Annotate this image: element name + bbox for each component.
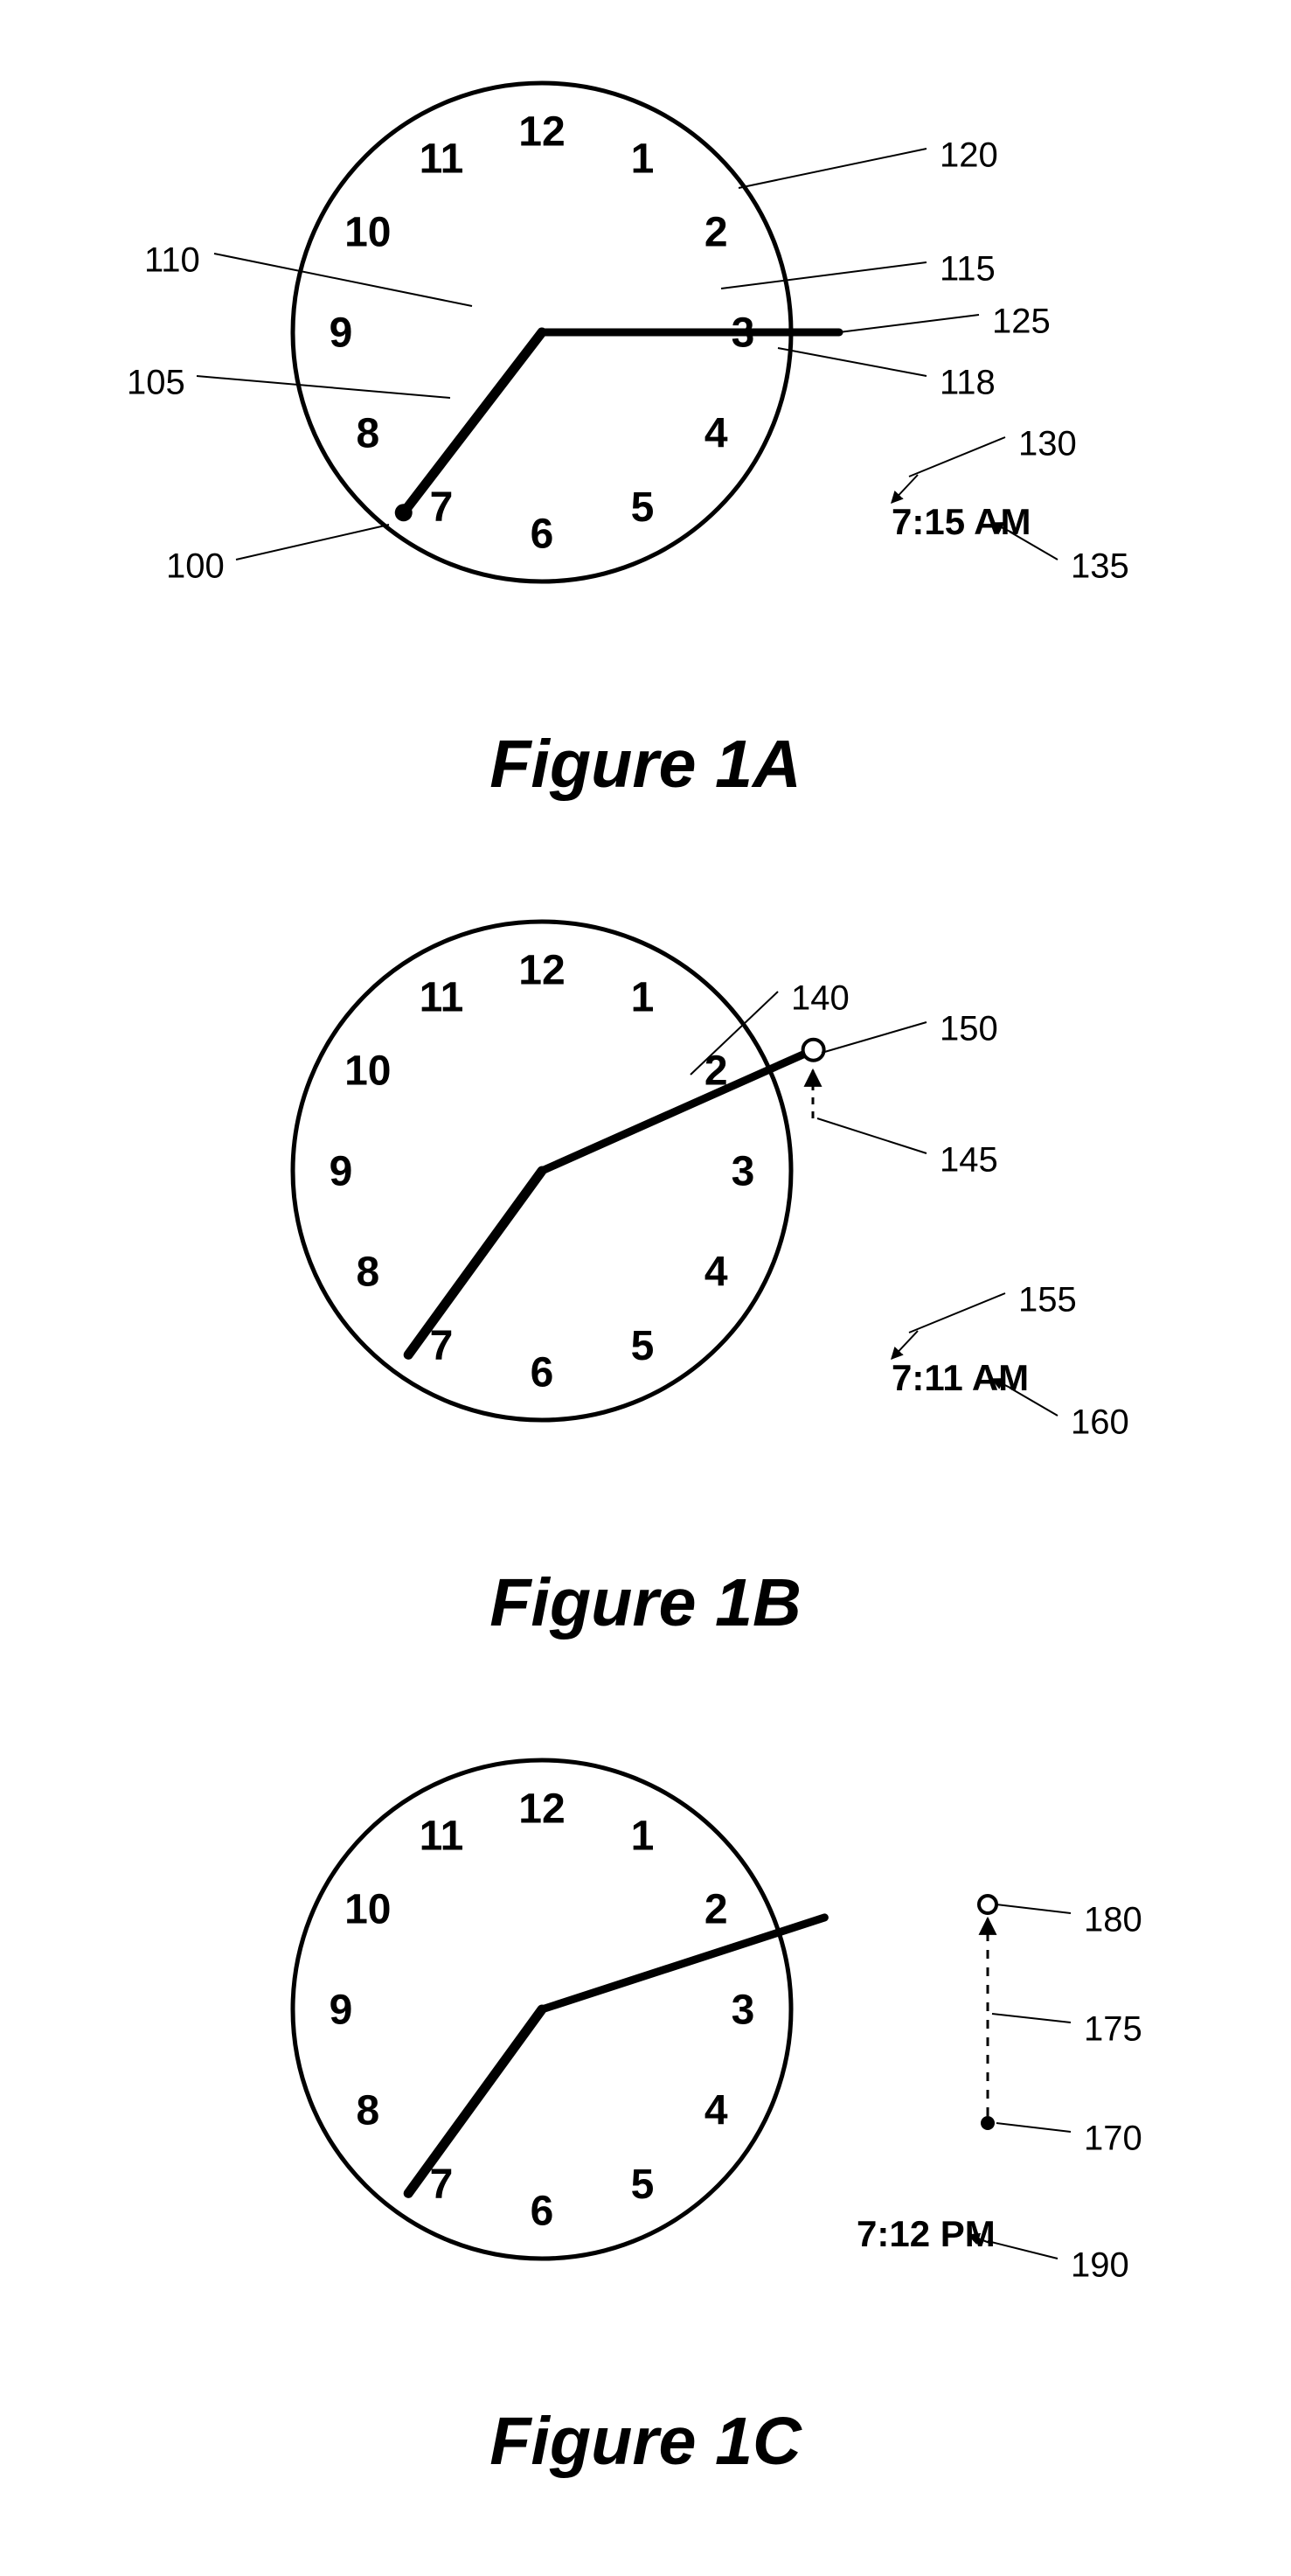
svg-text:1: 1 bbox=[631, 1813, 655, 1859]
svg-text:125: 125 bbox=[992, 303, 1051, 341]
svg-text:110: 110 bbox=[144, 241, 200, 280]
svg-text:8: 8 bbox=[356, 411, 379, 457]
svg-text:12: 12 bbox=[518, 1786, 565, 1833]
svg-text:120: 120 bbox=[940, 136, 998, 175]
svg-text:9: 9 bbox=[330, 310, 353, 357]
svg-text:10: 10 bbox=[344, 1048, 391, 1095]
svg-text:11: 11 bbox=[420, 1813, 464, 1859]
svg-text:8: 8 bbox=[356, 1250, 379, 1296]
figure-1b-block: 1212345678910117:11 AM140150145155160 Fi… bbox=[0, 839, 1291, 1642]
svg-text:9: 9 bbox=[330, 1149, 353, 1195]
svg-text:1: 1 bbox=[631, 974, 655, 1020]
svg-text:145: 145 bbox=[940, 1141, 998, 1180]
svg-text:150: 150 bbox=[940, 1010, 998, 1048]
svg-text:2: 2 bbox=[704, 210, 728, 256]
svg-text:4: 4 bbox=[704, 1250, 728, 1296]
figure-1a-caption: Figure 1A bbox=[0, 726, 1291, 804]
svg-text:3: 3 bbox=[732, 1988, 755, 2034]
svg-text:5: 5 bbox=[631, 2162, 655, 2208]
svg-text:160: 160 bbox=[1071, 1403, 1129, 1442]
figure-1b-svg: 1212345678910117:11 AM140150145155160 bbox=[0, 839, 1291, 1556]
svg-text:9: 9 bbox=[330, 1988, 353, 2034]
svg-text:118: 118 bbox=[940, 364, 996, 402]
figure-1a-block: 1212345678910117:15 AM120115125118110105… bbox=[0, 0, 1291, 804]
svg-text:6: 6 bbox=[531, 1350, 554, 1396]
svg-text:5: 5 bbox=[631, 1323, 655, 1369]
svg-text:11: 11 bbox=[420, 136, 464, 182]
svg-text:6: 6 bbox=[531, 512, 554, 558]
svg-text:7:12 PM: 7:12 PM bbox=[857, 2213, 996, 2254]
svg-text:190: 190 bbox=[1071, 2246, 1129, 2285]
svg-text:100: 100 bbox=[166, 547, 225, 586]
svg-text:12: 12 bbox=[518, 948, 565, 994]
svg-text:10: 10 bbox=[344, 210, 391, 256]
svg-text:7: 7 bbox=[430, 484, 454, 531]
svg-text:7: 7 bbox=[430, 1323, 454, 1369]
svg-text:2: 2 bbox=[704, 1887, 728, 1933]
svg-text:7:11 AM: 7:11 AM bbox=[892, 1357, 1029, 1398]
svg-text:140: 140 bbox=[791, 979, 850, 1018]
svg-text:5: 5 bbox=[631, 484, 655, 531]
svg-text:10: 10 bbox=[344, 1887, 391, 1933]
svg-text:4: 4 bbox=[704, 2088, 728, 2134]
svg-text:4: 4 bbox=[704, 411, 728, 457]
figure-1a-svg: 1212345678910117:15 AM120115125118110105… bbox=[0, 0, 1291, 717]
svg-text:8: 8 bbox=[356, 2088, 379, 2134]
figure-1c-block: 1212345678910117:12 PM180175170190 Figur… bbox=[0, 1677, 1291, 2481]
svg-text:105: 105 bbox=[127, 364, 185, 402]
figure-1c-svg: 1212345678910117:12 PM180175170190 bbox=[0, 1677, 1291, 2394]
svg-text:12: 12 bbox=[518, 109, 565, 156]
svg-text:130: 130 bbox=[1018, 425, 1077, 463]
figure-1c-caption: Figure 1C bbox=[0, 2403, 1291, 2481]
svg-text:175: 175 bbox=[1084, 2010, 1142, 2049]
svg-text:11: 11 bbox=[420, 974, 464, 1020]
figure-1b-caption: Figure 1B bbox=[0, 1564, 1291, 1642]
svg-text:3: 3 bbox=[732, 1149, 755, 1195]
svg-text:7: 7 bbox=[430, 2162, 454, 2208]
svg-text:180: 180 bbox=[1084, 1901, 1142, 1939]
svg-text:7:15 AM: 7:15 AM bbox=[892, 501, 1031, 542]
svg-text:170: 170 bbox=[1084, 2120, 1142, 2158]
svg-text:155: 155 bbox=[1018, 1281, 1077, 1319]
svg-text:1: 1 bbox=[631, 136, 655, 182]
page-root: 1212345678910117:15 AM120115125118110105… bbox=[0, 0, 1291, 2481]
svg-text:6: 6 bbox=[531, 2189, 554, 2235]
svg-text:135: 135 bbox=[1071, 547, 1129, 586]
svg-text:115: 115 bbox=[940, 250, 996, 289]
